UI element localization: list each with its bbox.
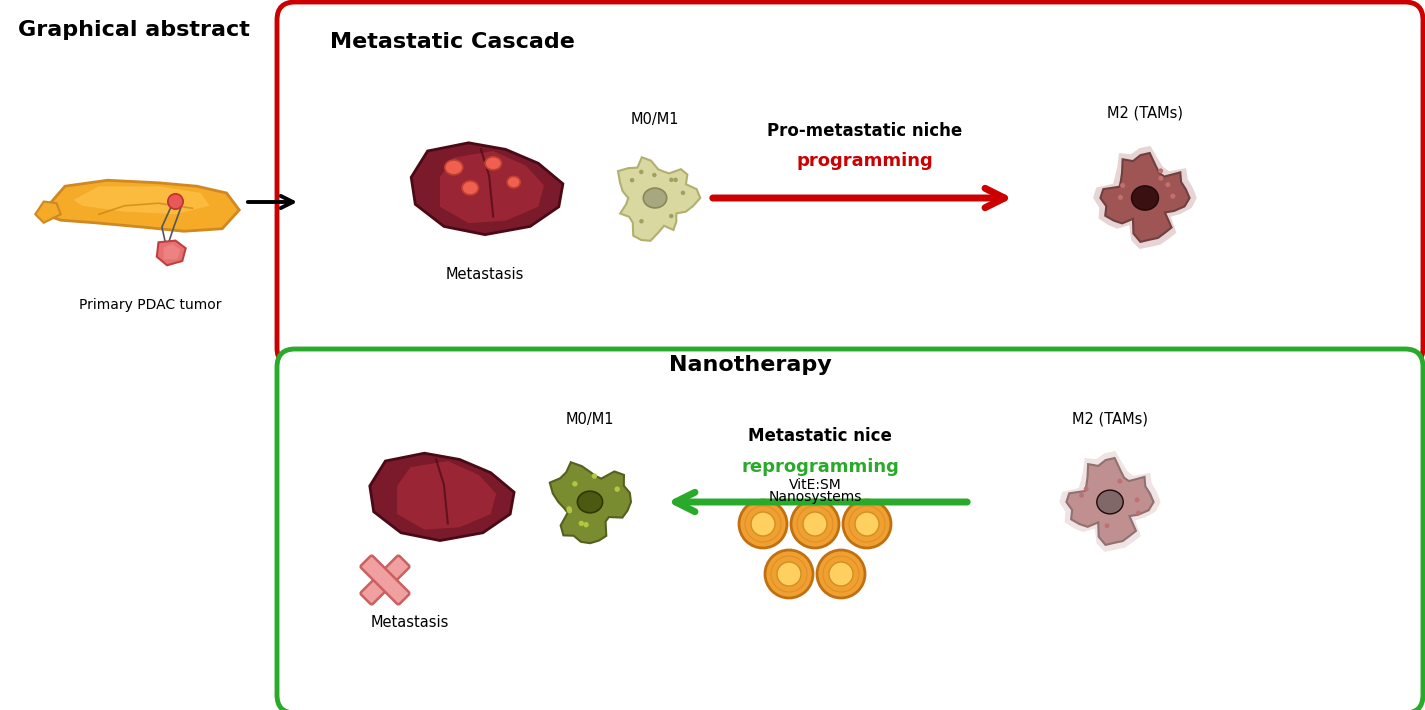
Polygon shape bbox=[618, 158, 700, 241]
Polygon shape bbox=[157, 241, 185, 266]
Circle shape bbox=[829, 562, 854, 586]
Circle shape bbox=[844, 500, 891, 548]
Circle shape bbox=[1170, 194, 1176, 199]
Polygon shape bbox=[1059, 451, 1160, 552]
Circle shape bbox=[740, 500, 787, 548]
Polygon shape bbox=[550, 462, 631, 543]
Circle shape bbox=[1159, 168, 1163, 173]
Polygon shape bbox=[164, 244, 181, 259]
Circle shape bbox=[777, 562, 801, 586]
Text: M2 (TAMs): M2 (TAMs) bbox=[1072, 412, 1149, 427]
Text: Metastatic nice: Metastatic nice bbox=[748, 427, 892, 445]
Circle shape bbox=[1136, 510, 1141, 515]
Circle shape bbox=[583, 522, 589, 528]
Polygon shape bbox=[1066, 458, 1154, 545]
Circle shape bbox=[630, 178, 634, 182]
Circle shape bbox=[681, 190, 685, 195]
Text: M2 (TAMs): M2 (TAMs) bbox=[1107, 105, 1183, 120]
Circle shape bbox=[640, 219, 644, 224]
Circle shape bbox=[668, 214, 674, 218]
Circle shape bbox=[817, 550, 865, 598]
Polygon shape bbox=[1093, 146, 1197, 249]
Ellipse shape bbox=[1097, 490, 1123, 514]
Text: Metastasis: Metastasis bbox=[446, 267, 524, 282]
FancyBboxPatch shape bbox=[276, 2, 1424, 366]
FancyBboxPatch shape bbox=[276, 349, 1424, 710]
Circle shape bbox=[751, 512, 775, 536]
Circle shape bbox=[567, 508, 573, 513]
Circle shape bbox=[579, 520, 584, 526]
Ellipse shape bbox=[485, 157, 502, 170]
Circle shape bbox=[765, 550, 814, 598]
Circle shape bbox=[1117, 479, 1123, 484]
Circle shape bbox=[1084, 486, 1089, 491]
Circle shape bbox=[638, 170, 644, 174]
Text: reprogramming: reprogramming bbox=[741, 458, 899, 476]
Circle shape bbox=[1166, 182, 1170, 187]
Circle shape bbox=[791, 500, 839, 548]
Circle shape bbox=[653, 173, 657, 178]
Polygon shape bbox=[440, 151, 544, 223]
Ellipse shape bbox=[1131, 186, 1159, 210]
Polygon shape bbox=[412, 143, 563, 234]
Circle shape bbox=[670, 178, 674, 182]
Ellipse shape bbox=[462, 181, 479, 195]
Text: M0/M1: M0/M1 bbox=[566, 412, 614, 427]
Text: Metastasis: Metastasis bbox=[370, 615, 449, 630]
Circle shape bbox=[1104, 523, 1110, 528]
Circle shape bbox=[855, 512, 879, 536]
Text: Primary PDAC tumor: Primary PDAC tumor bbox=[78, 298, 221, 312]
Polygon shape bbox=[74, 186, 209, 214]
Polygon shape bbox=[44, 180, 239, 231]
Ellipse shape bbox=[643, 188, 667, 208]
Circle shape bbox=[1134, 498, 1140, 502]
Text: M0/M1: M0/M1 bbox=[631, 112, 680, 127]
Polygon shape bbox=[1100, 153, 1190, 242]
FancyBboxPatch shape bbox=[361, 556, 409, 604]
Text: VitE:SM: VitE:SM bbox=[788, 478, 841, 492]
Circle shape bbox=[804, 512, 826, 536]
Polygon shape bbox=[398, 461, 496, 530]
Circle shape bbox=[1079, 493, 1084, 498]
Circle shape bbox=[168, 194, 184, 209]
Circle shape bbox=[1117, 195, 1123, 200]
Polygon shape bbox=[370, 453, 514, 540]
Circle shape bbox=[674, 178, 678, 182]
Circle shape bbox=[1159, 175, 1163, 181]
Ellipse shape bbox=[445, 160, 463, 175]
Circle shape bbox=[566, 506, 571, 512]
FancyBboxPatch shape bbox=[361, 556, 409, 604]
Circle shape bbox=[1120, 183, 1126, 188]
Ellipse shape bbox=[577, 491, 603, 513]
Circle shape bbox=[614, 486, 620, 492]
Circle shape bbox=[591, 474, 597, 479]
Polygon shape bbox=[36, 202, 61, 223]
Text: Pro-metastatic niche: Pro-metastatic niche bbox=[768, 122, 963, 140]
Text: programming: programming bbox=[797, 152, 933, 170]
Circle shape bbox=[573, 481, 577, 486]
Ellipse shape bbox=[507, 176, 520, 188]
Text: Graphical abstract: Graphical abstract bbox=[19, 20, 249, 40]
Text: Nanotherapy: Nanotherapy bbox=[668, 355, 831, 375]
Text: Nanosystems: Nanosystems bbox=[768, 490, 862, 504]
Text: Metastatic Cascade: Metastatic Cascade bbox=[331, 32, 574, 52]
